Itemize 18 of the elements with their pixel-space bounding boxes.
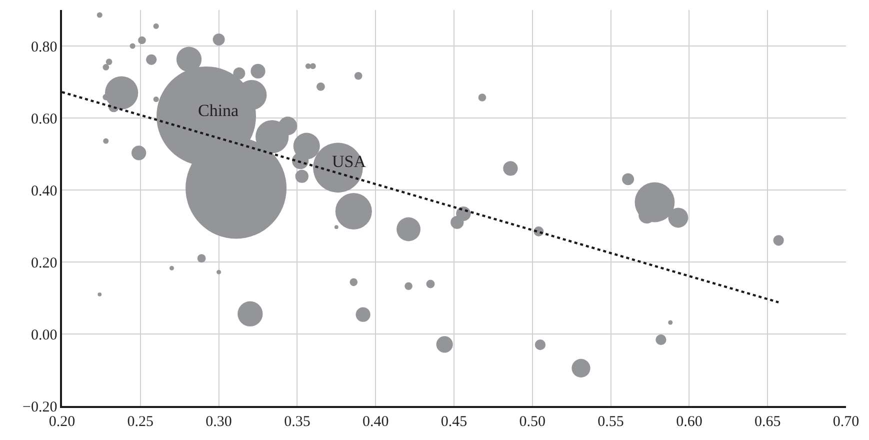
- x-tick-label: 0.70: [832, 414, 860, 430]
- y-tick-label: 0.40: [31, 183, 58, 200]
- x-tick-label: 0.55: [598, 414, 624, 430]
- y-tick-label: 0.60: [31, 111, 58, 128]
- annotation: China: [198, 101, 240, 120]
- x-tick-label: 0.35: [284, 414, 310, 430]
- x-tick-label: 0.45: [440, 414, 468, 430]
- x-tick-label: 0.65: [754, 414, 781, 430]
- x-tick-label: 0.40: [362, 414, 389, 430]
- x-tick-label: 0.30: [206, 414, 232, 430]
- x-tick-label: 0.50: [519, 414, 546, 430]
- x-tick-label: 0.25: [127, 414, 154, 430]
- x-tick-label: 0.60: [676, 414, 702, 430]
- y-tick-label: −0.20: [22, 399, 58, 416]
- x-tick-label: 0.20: [48, 414, 76, 430]
- y-tick-label: 0.20: [31, 255, 58, 272]
- y-tick-label: 0.00: [31, 327, 58, 344]
- y-tick-label: 0.80: [31, 39, 58, 56]
